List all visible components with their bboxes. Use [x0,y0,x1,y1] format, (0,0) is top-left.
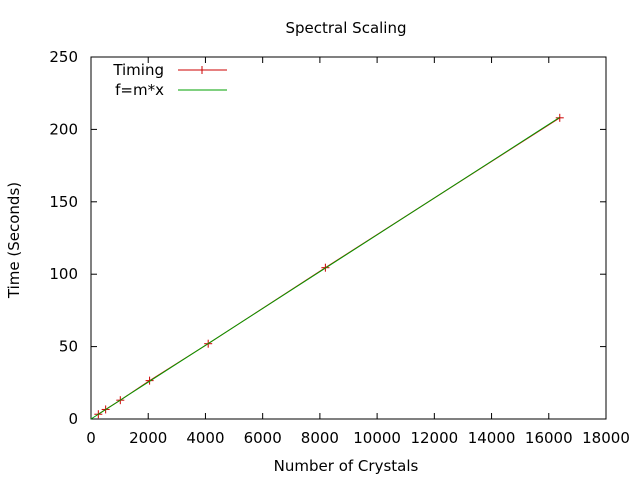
y-axis-label: Time (Seconds) [5,182,23,299]
legend: Timing f=m*x [112,61,227,99]
y-tick-label: 150 [49,193,78,211]
x-tick-label: 6000 [244,429,282,447]
x-axis-label: Number of Crystals [274,457,419,475]
plot-frame [90,56,607,420]
y-tick-label: 100 [49,265,78,283]
x-tick-label: 10000 [353,429,401,447]
chart-title: Spectral Scaling [285,19,406,37]
x-tick-label: 8000 [301,429,339,447]
axis-ticks: 0 2000 4000 6000 8000 10000 12000 14000 16000 180… [49,48,630,447]
series-line-f-m-x [90,116,561,420]
legend-label: f=m*x [115,81,164,99]
x-tick-label: 2000 [129,429,167,447]
y-tick-label: 250 [49,48,78,66]
x-tick-label: 18000 [582,429,630,447]
legend-label: Timing [112,61,164,79]
series-layer [90,113,564,420]
x-tick-label: 16000 [525,429,573,447]
x-tick-label: 14000 [468,429,516,447]
y-tick-label: 200 [49,120,78,138]
y-tick-label: 0 [68,410,78,428]
data-point [145,376,154,385]
x-tick-label: 0 [86,429,96,447]
y-tick-label: 50 [59,338,78,356]
x-tick-label: 4000 [186,429,224,447]
x-tick-label: 12000 [410,429,458,447]
